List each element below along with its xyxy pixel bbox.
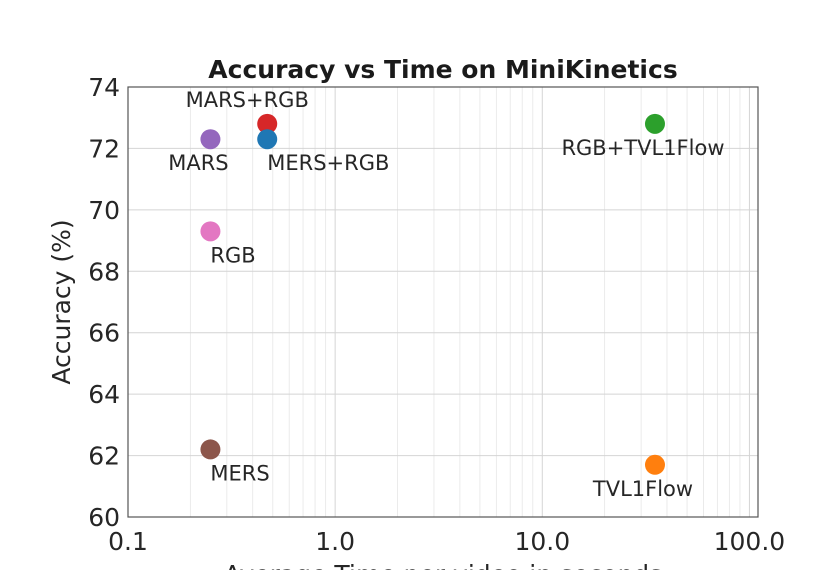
- x-tick-label: 10.0: [514, 527, 570, 556]
- point-label: RGB: [210, 243, 255, 267]
- point-label: MERS: [210, 461, 269, 485]
- point-label: RGB+TVL1Flow: [561, 136, 724, 160]
- point-label: TVL1Flow: [592, 477, 693, 501]
- y-axis-ticks: 60 62 64 66 68 70 72 74: [88, 73, 120, 532]
- x-axis-ticks: 0.1 1.0 10.0 100.0: [108, 527, 785, 556]
- point-labels: MARS+RGB MARS MERS+RGB RGB MERS RGB+TVL1Flow T…: [168, 88, 724, 501]
- point-label: MARS: [168, 151, 228, 175]
- y-axis-label: Accuracy (%): [47, 219, 76, 384]
- data-points: [200, 113, 665, 475]
- y-tick-label: 60: [88, 503, 120, 532]
- point-label: MARS+RGB: [186, 88, 309, 112]
- x-tick-label: 0.1: [108, 527, 148, 556]
- y-tick-label: 64: [88, 380, 120, 409]
- y-tick-label: 72: [88, 134, 120, 163]
- x-tick-label: 100.0: [714, 527, 786, 556]
- y-tick-label: 70: [88, 196, 120, 225]
- data-point: [644, 454, 665, 475]
- data-point: [257, 113, 278, 134]
- plot-frame: [127, 86, 759, 518]
- data-point: [644, 113, 665, 134]
- y-tick-label: 66: [88, 319, 120, 348]
- data-point: [200, 129, 221, 150]
- y-tick-label: 68: [88, 257, 120, 286]
- x-axis-label: Average Time per video in seconds: [224, 560, 662, 570]
- x-tick-label: 1.0: [315, 527, 355, 556]
- data-point: [200, 221, 221, 242]
- chart-title: Accuracy vs Time on MiniKinetics: [208, 55, 677, 84]
- y-tick-label: 62: [88, 442, 120, 471]
- point-label: MERS+RGB: [267, 151, 389, 175]
- data-point: [200, 439, 221, 460]
- y-tick-label: 74: [88, 73, 120, 102]
- data-point: [257, 129, 278, 150]
